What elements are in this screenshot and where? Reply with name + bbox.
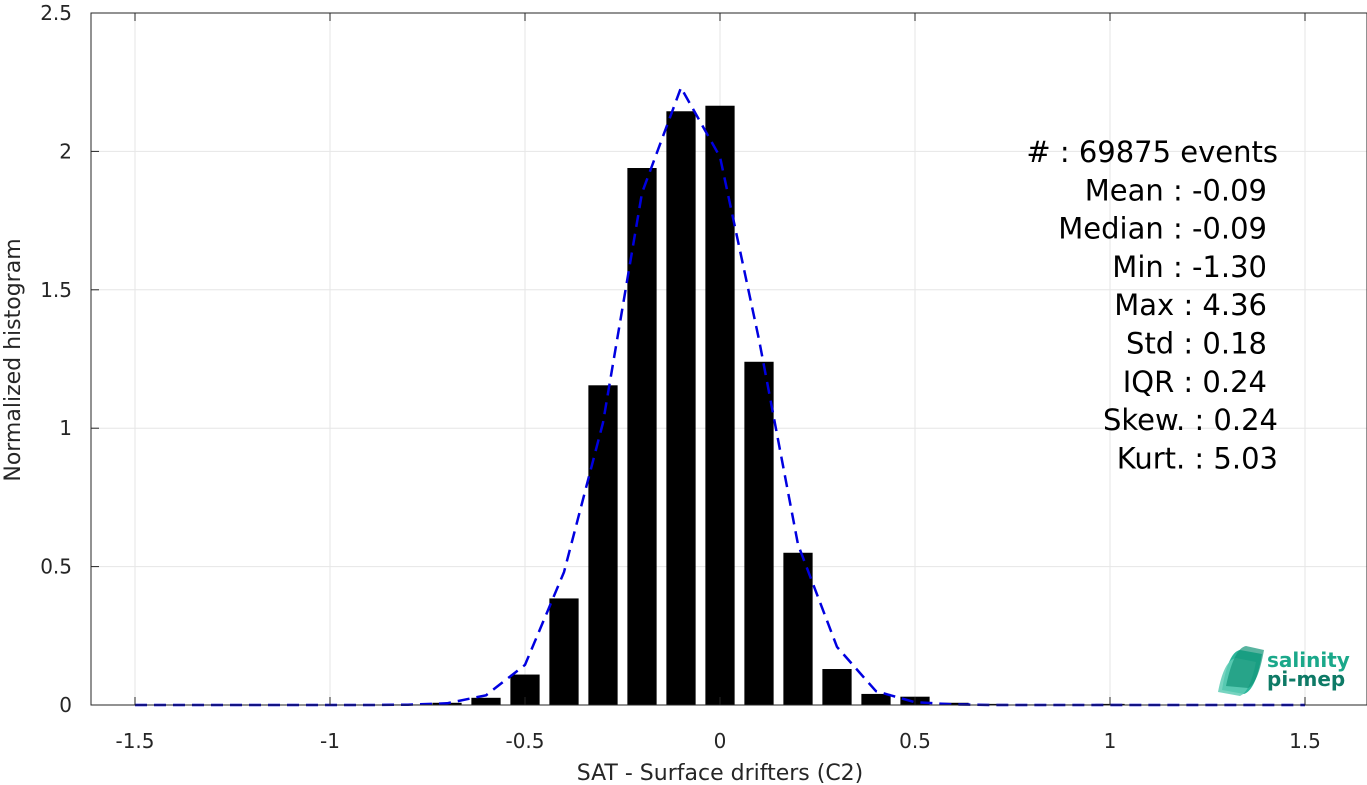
logo-mark-icon bbox=[1218, 646, 1264, 696]
x-tick-label: 0.5 bbox=[899, 729, 931, 753]
histogram-bar bbox=[549, 598, 579, 705]
stat-line: Kurt. : 5.03 bbox=[1117, 441, 1278, 475]
histogram-bar bbox=[471, 697, 501, 705]
histogram-bar bbox=[666, 111, 696, 706]
stat-line: Max : 4.36 bbox=[1114, 288, 1267, 322]
histogram-bar bbox=[822, 669, 852, 705]
histogram-bars bbox=[315, 105, 1164, 706]
y-tick-labels: 0 0.5 1 1.5 2 2.5 bbox=[40, 1, 72, 717]
x-tick-label: -1.5 bbox=[115, 729, 154, 753]
x-tick-label: 0 bbox=[714, 729, 727, 753]
salinity-pimep-logo: salinity pi-mep bbox=[1218, 646, 1350, 696]
y-tick-label: 2 bbox=[59, 139, 72, 163]
axes bbox=[90, 12, 1367, 706]
x-tick-label: 1 bbox=[1104, 729, 1117, 753]
stat-line: Min : -1.30 bbox=[1112, 250, 1267, 284]
x-tick-label: 1.5 bbox=[1289, 729, 1321, 753]
stat-line: Median : -0.09 bbox=[1058, 212, 1267, 246]
histogram-bar bbox=[588, 385, 618, 705]
y-tick-label: 1 bbox=[59, 416, 72, 440]
logo-text-salinity: salinity bbox=[1267, 648, 1350, 672]
plot-frame bbox=[90, 12, 1367, 706]
stat-line: IQR : 0.24 bbox=[1123, 365, 1267, 399]
y-tick-label: 0 bbox=[59, 693, 72, 717]
histogram-bar bbox=[627, 168, 657, 705]
stat-line: Mean : -0.09 bbox=[1085, 173, 1267, 207]
histogram-bar bbox=[939, 702, 969, 705]
stat-line: Std : 0.18 bbox=[1126, 327, 1267, 361]
histogram-bar bbox=[783, 552, 813, 705]
x-tick-labels: -1.5 -1 -0.5 0 0.5 1 1.5 bbox=[115, 729, 1320, 753]
histogram-bar bbox=[744, 361, 774, 705]
x-tick-label: -0.5 bbox=[505, 729, 544, 753]
histogram-bar bbox=[861, 693, 891, 705]
y-tick-label: 1.5 bbox=[40, 278, 72, 302]
x-tick-label: -1 bbox=[320, 729, 340, 753]
statistics-box: # : 69875 events Mean : -0.09 Median : -0.… bbox=[1026, 135, 1278, 475]
histogram-bar bbox=[978, 703, 1008, 705]
y-tick-label: 0.5 bbox=[40, 555, 72, 579]
y-tick-label: 2.5 bbox=[40, 1, 72, 25]
logo-text-pimep: pi-mep bbox=[1267, 667, 1345, 691]
x-axis-title: SAT - Surface drifters (C2) bbox=[577, 761, 864, 785]
histogram-bar bbox=[705, 105, 735, 705]
y-axis-title: Normalized histogram bbox=[1, 238, 26, 481]
stat-line: # : 69875 events bbox=[1026, 135, 1278, 169]
stat-line: Skew. : 0.24 bbox=[1103, 403, 1278, 437]
